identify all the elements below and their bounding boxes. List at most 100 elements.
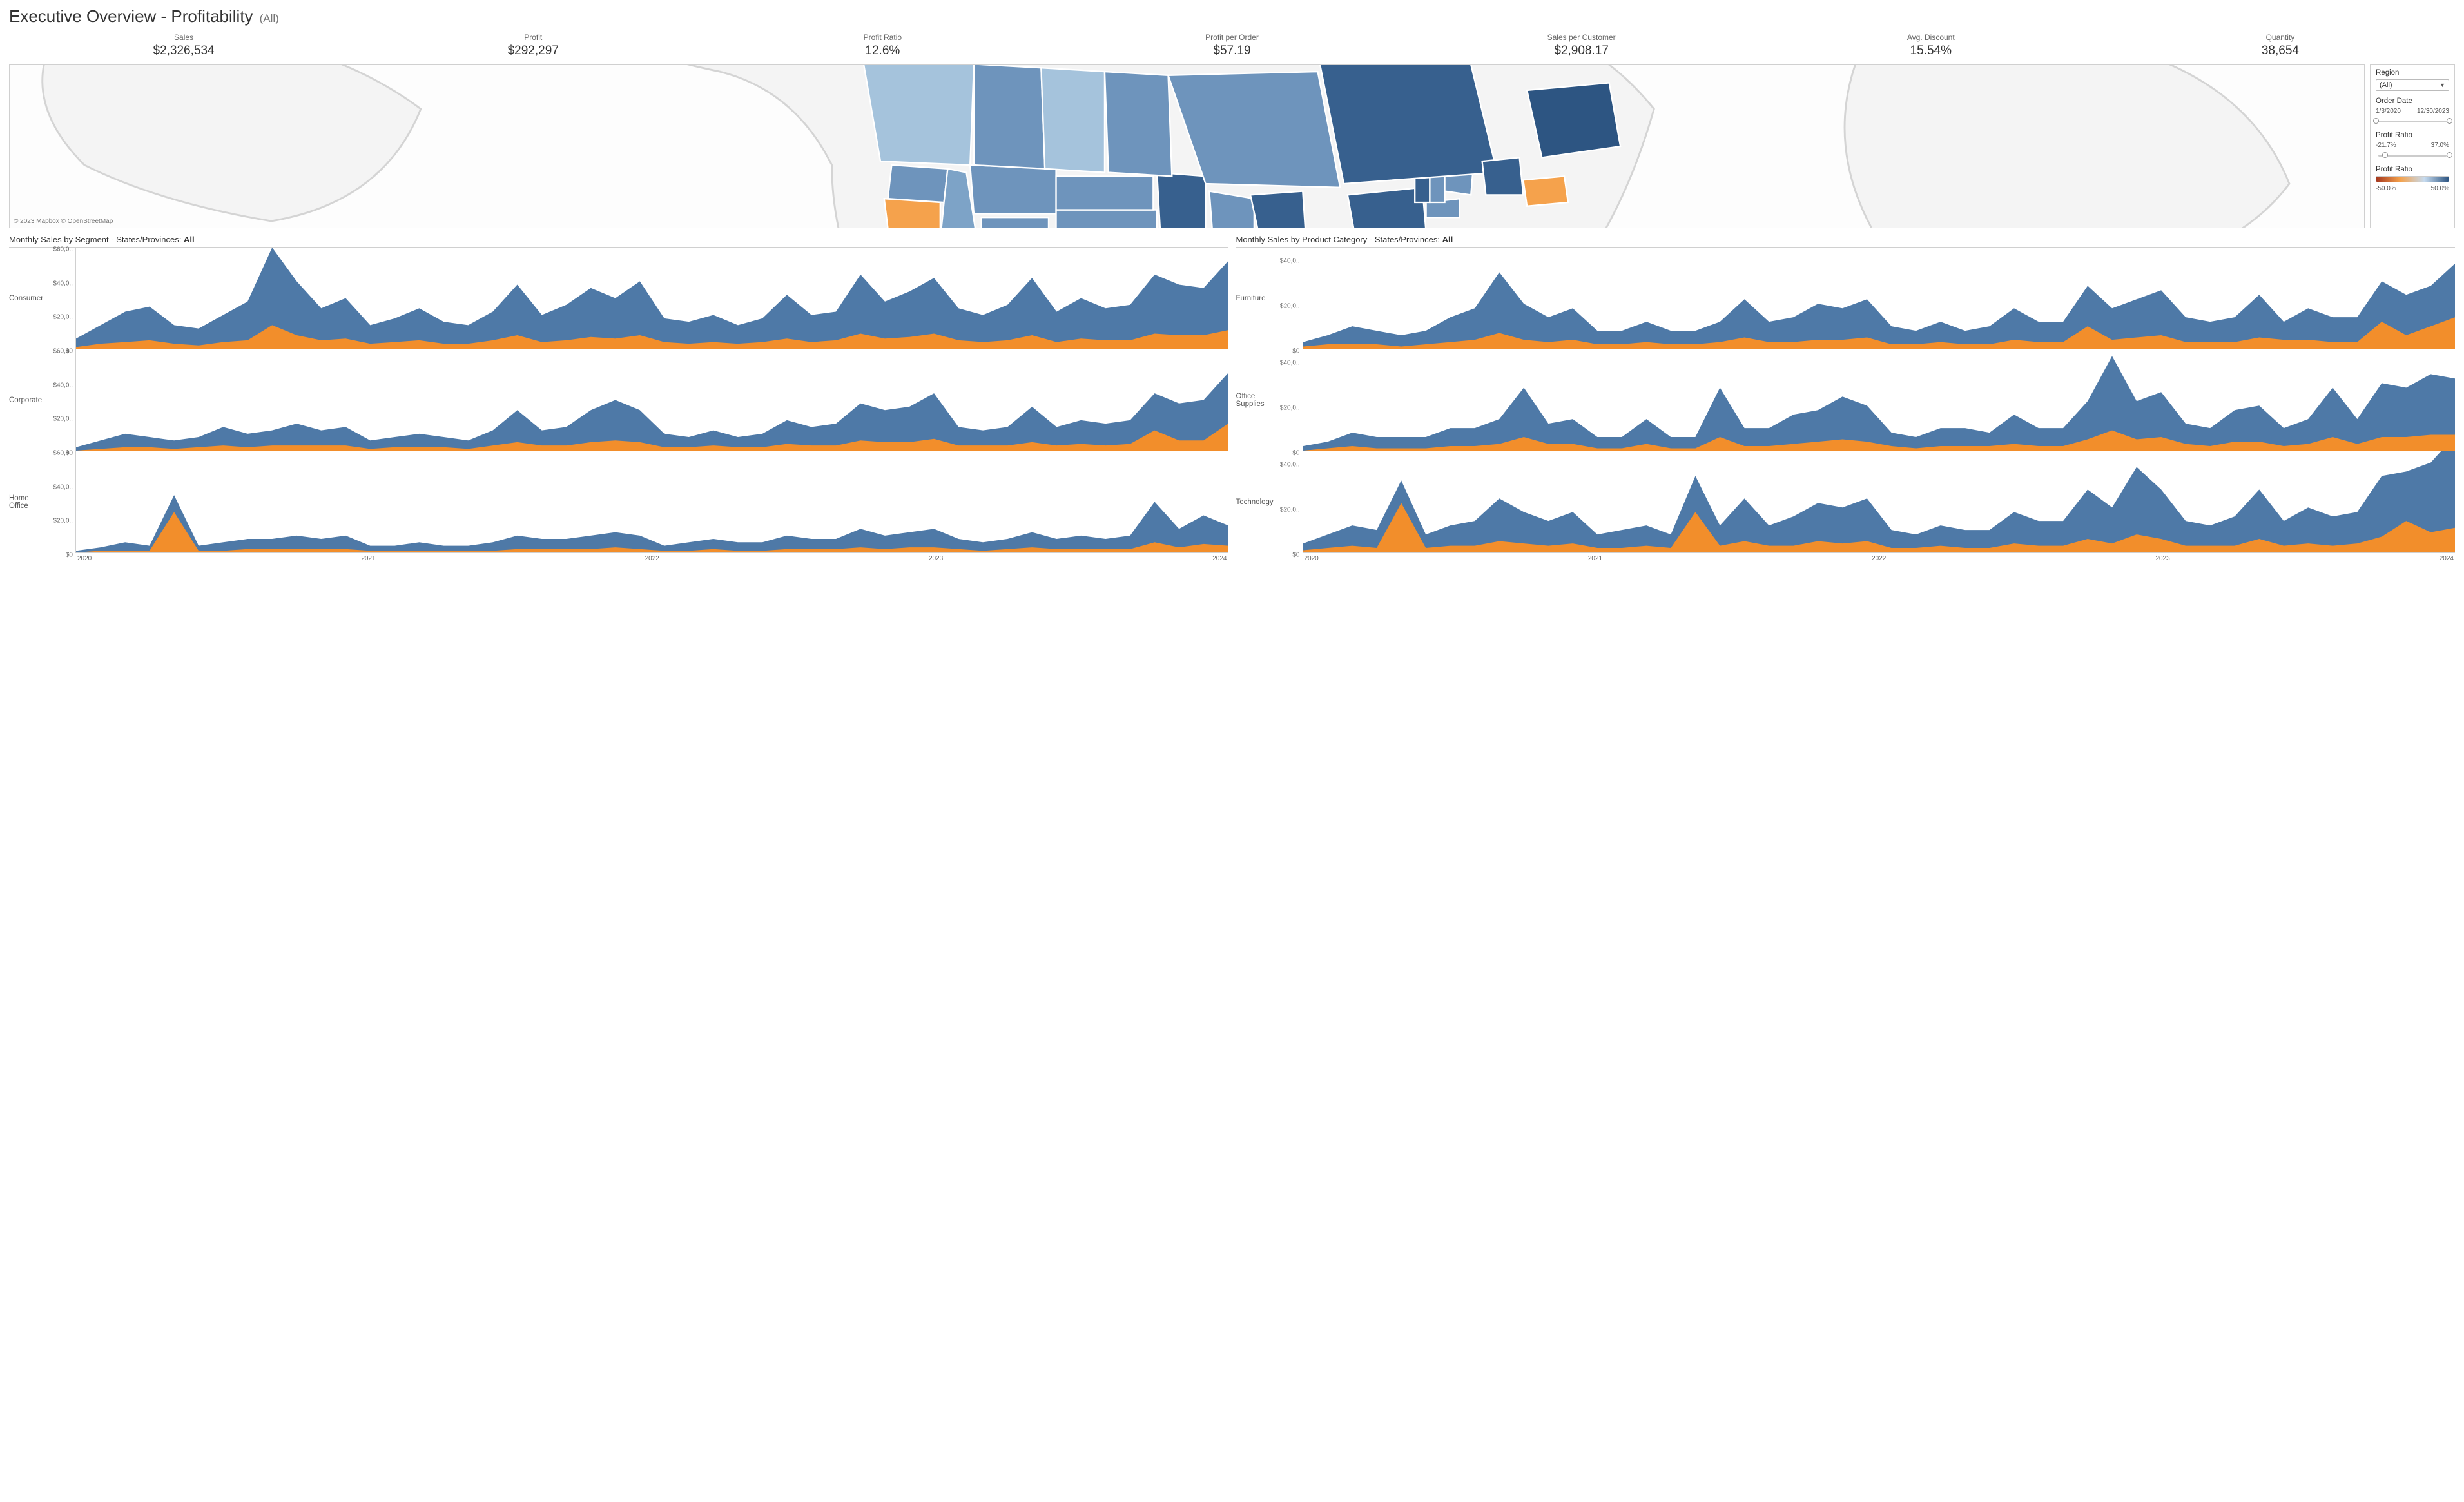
x-tick: 2021 — [1588, 555, 1602, 562]
map-region-sd[interactable] — [1056, 210, 1158, 228]
kpi-label: Profit — [524, 33, 542, 42]
middle-row: © 2023 Mapbox © OpenStreetMap Region (Al… — [9, 64, 2455, 228]
chart-plot[interactable] — [76, 349, 1228, 451]
kpi-label: Profit Ratio — [864, 33, 902, 42]
kpi-label: Quantity — [2266, 33, 2295, 42]
map-region-bc[interactable] — [862, 65, 974, 165]
kpi-label: Sales — [174, 33, 193, 42]
map-region-nl[interactable] — [1527, 83, 1620, 157]
y-tick: $0 — [66, 552, 73, 559]
y-tick: $40,0.. — [1280, 461, 1300, 468]
map-region-sk[interactable] — [1041, 68, 1105, 172]
kpi-row: Sales$2,326,534Profit$292,297Profit Rati… — [9, 30, 2455, 64]
map-region-qc[interactable] — [1317, 65, 1497, 184]
map-region-wy[interactable] — [982, 217, 1049, 228]
map-region-mt[interactable] — [970, 165, 1056, 213]
area-series-top — [1303, 451, 2456, 552]
map-region-nd[interactable] — [1056, 176, 1154, 210]
y-tick: $40,0.. — [1280, 359, 1300, 366]
page-title: Executive Overview - Profitability — [9, 6, 253, 26]
slider-thumb-hi[interactable] — [2447, 118, 2452, 124]
x-tick: 2023 — [929, 555, 943, 562]
area-series-top — [76, 495, 1228, 552]
continent-alaska — [43, 65, 421, 221]
chart-grid: Furniture$0$20,0..$40,0..Office Supplies… — [1236, 247, 2456, 562]
map-region-mn[interactable] — [1157, 173, 1205, 228]
chart-row-label: Consumer — [9, 248, 49, 349]
x-tick: 2024 — [1212, 555, 1227, 562]
y-tick: $20,0.. — [53, 518, 73, 525]
kpi-value: $57.19 — [1213, 44, 1250, 58]
chart-y-axis: $0$20,0..$40,0.. — [1276, 451, 1303, 553]
y-tick: $20,0.. — [53, 314, 73, 321]
legend-profit-ratio-range: -50.0% 50.0% — [2376, 185, 2449, 192]
area-chart-svg — [76, 248, 1228, 349]
map-region-vt[interactable] — [1415, 176, 1430, 202]
chart-title-value: All — [1442, 235, 1453, 244]
map-panel[interactable]: © 2023 Mapbox © OpenStreetMap — [9, 64, 2365, 228]
filter-profit-ratio-max: 37.0% — [2431, 142, 2449, 149]
kpi-value: $2,908.17 — [1554, 44, 1609, 58]
kpi-sales: Sales $2,326,534 — [9, 33, 358, 58]
chart-plot[interactable] — [76, 451, 1228, 553]
legend-color-bar — [2376, 176, 2449, 182]
chart-row-label: Furniture — [1236, 248, 1276, 349]
area-series-top — [76, 373, 1228, 451]
chart-plot[interactable] — [1303, 349, 2456, 451]
slider-track — [2378, 155, 2447, 157]
kpi-quantity: Quantity38,654 — [2106, 33, 2455, 58]
chart-section: Monthly Sales by Segment - States/Provin… — [9, 235, 1228, 562]
filter-profit-ratio-slider[interactable] — [2376, 151, 2449, 159]
chart-section-title: Monthly Sales by Segment - States/Provin… — [9, 235, 1228, 244]
map-region-or[interactable] — [884, 199, 940, 228]
page-title-scope: (All) — [260, 12, 279, 25]
map-region-ab[interactable] — [974, 65, 1045, 169]
x-tick: 2024 — [2440, 555, 2454, 562]
chart-row-label: Corporate — [9, 349, 49, 451]
map-region-nb[interactable] — [1482, 157, 1524, 195]
filter-order-date-min: 1/3/2020 — [2376, 108, 2401, 115]
x-tick: 2022 — [1872, 555, 1886, 562]
area-series-top — [76, 248, 1228, 349]
chart-section-title: Monthly Sales by Product Category - Stat… — [1236, 235, 2456, 244]
filter-order-date-slider[interactable] — [2376, 117, 2449, 125]
filter-profit-ratio-range: -21.7% 37.0% — [2376, 142, 2449, 149]
map-region-wa[interactable] — [888, 165, 948, 202]
x-tick: 2023 — [2155, 555, 2169, 562]
chart-x-axis: 20202021202220232024 — [76, 553, 1228, 562]
kpi-sales-per-customer: Sales per Customer$2,908.17 — [1407, 33, 1756, 58]
chart-title-value: All — [184, 235, 195, 244]
kpi-avg-discount: Avg. Discount15.54% — [1756, 33, 2106, 58]
chart-plot[interactable] — [1303, 248, 2456, 349]
kpi-value: 15.54% — [1910, 44, 1952, 58]
y-tick: $60,0.. — [53, 348, 73, 355]
area-chart-svg — [1303, 451, 2456, 552]
kpi-label: Profit per Order — [1205, 33, 1259, 42]
kpi-profit-ratio: Profit Ratio12.6% — [708, 33, 1057, 58]
chart-plot[interactable] — [1303, 451, 2456, 553]
chart-grid: Consumer$0$20,0..$40,0..$60,0..Corporate… — [9, 247, 1228, 562]
chart-plot[interactable] — [76, 248, 1228, 349]
area-chart-svg — [1303, 349, 2456, 451]
map-region-mb[interactable] — [1105, 72, 1172, 176]
slider-thumb-lo[interactable] — [2373, 118, 2379, 124]
filter-order-date-range: 1/3/2020 12/30/2023 — [2376, 108, 2449, 115]
map-region-mi[interactable] — [1250, 191, 1306, 228]
filter-region-select[interactable]: (All) ▼ — [2376, 79, 2449, 91]
x-tick: 2020 — [1305, 555, 1319, 562]
chart-title-prefix: Monthly Sales by Segment - States/Provin… — [9, 235, 184, 244]
y-tick: $60,0.. — [53, 246, 73, 253]
filter-region: Region (All) ▼ — [2376, 69, 2449, 91]
slider-thumb-hi[interactable] — [2447, 152, 2452, 158]
chart-y-axis: $0$20,0..$40,0..$60,0.. — [49, 349, 76, 451]
legend-profit-ratio-label: Profit Ratio — [2376, 166, 2449, 173]
kpi-value: $2,326,534 — [153, 44, 215, 58]
y-tick: $40,0.. — [53, 280, 73, 287]
slider-thumb-lo[interactable] — [2382, 152, 2388, 158]
filter-region-value: (All) — [2380, 81, 2392, 89]
filter-order-date: Order Date 1/3/2020 12/30/2023 — [2376, 97, 2449, 125]
map-region-ns[interactable] — [1523, 176, 1568, 206]
chart-section: Monthly Sales by Product Category - Stat… — [1236, 235, 2456, 562]
y-tick: $20,0.. — [53, 416, 73, 423]
y-tick: $20,0.. — [1280, 506, 1300, 513]
